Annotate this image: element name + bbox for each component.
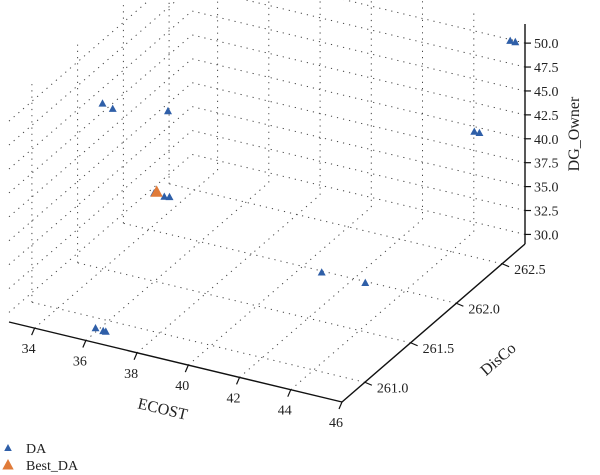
y-tick-mark-2 bbox=[456, 302, 464, 307]
x-tick-label-0: 34 bbox=[22, 342, 36, 357]
y-tick-mark-3 bbox=[501, 263, 510, 268]
point-da-2 bbox=[164, 106, 172, 115]
grid-floor-y-2 bbox=[123, 222, 457, 304]
grid-back-z-3 bbox=[191, 82, 526, 164]
y-tick-label-0: 261.0 bbox=[377, 381, 409, 396]
grid-side-z-0 bbox=[8, 154, 193, 313]
grid-floor-x-2 bbox=[136, 194, 321, 354]
grid-side-z-8 bbox=[8, 0, 151, 122]
point-da-9 bbox=[475, 128, 484, 136]
z-tick-label-6: 45.0 bbox=[534, 85, 559, 100]
z-tick-label-5: 42.5 bbox=[534, 109, 559, 124]
grid-floor-x-1 bbox=[85, 182, 270, 341]
legend-label-da: DA bbox=[26, 442, 47, 457]
y-tick-mark-1 bbox=[410, 342, 418, 347]
x-tick-mark-1 bbox=[82, 340, 87, 348]
grid-back-z-1 bbox=[191, 130, 526, 211]
y-tick-mark-0 bbox=[364, 381, 373, 386]
grid-back-z-4 bbox=[191, 58, 526, 140]
grid-back-z-2 bbox=[191, 106, 526, 188]
point-da-1 bbox=[108, 104, 117, 112]
x-tick-mark-6 bbox=[338, 401, 343, 410]
grid-floor-x-5 bbox=[290, 231, 475, 391]
point-da-12 bbox=[101, 327, 110, 335]
grid-side-z-1 bbox=[8, 130, 193, 289]
legend-marker-best-da bbox=[2, 459, 14, 470]
y-axis-title: DisCo bbox=[478, 340, 520, 380]
z-tick-label-1: 32.5 bbox=[534, 205, 559, 220]
x-tick-label-2: 38 bbox=[124, 367, 138, 382]
x-tick-label-4: 42 bbox=[227, 391, 241, 406]
point-da-7 bbox=[165, 192, 174, 201]
grid-floor-y-0 bbox=[31, 301, 366, 383]
x-tick-mark-4 bbox=[235, 377, 241, 385]
legend-label-best-da: Best_DA bbox=[26, 459, 79, 474]
grid-floor-x-4 bbox=[239, 219, 423, 378]
z-tick-label-0: 30.0 bbox=[534, 228, 559, 243]
y-tick-label-1: 261.5 bbox=[423, 342, 455, 357]
legend-marker-da bbox=[4, 444, 12, 451]
x-tick-mark-5 bbox=[287, 389, 292, 397]
x-axis-line bbox=[8, 321, 343, 403]
grid-back-z-0 bbox=[191, 153, 526, 235]
point-best-da-0 bbox=[150, 185, 163, 197]
grid-back-z-8 bbox=[343, 0, 526, 44]
y-tick-label-2: 262.0 bbox=[468, 302, 500, 317]
y-axis-line bbox=[341, 243, 526, 403]
grid-side-z-2 bbox=[8, 106, 193, 265]
x-tick-mark-3 bbox=[184, 364, 189, 373]
z-axis-title: DG_Owner bbox=[566, 96, 583, 171]
x-tick-label-6: 46 bbox=[329, 416, 343, 431]
x-tick-mark-2 bbox=[133, 352, 138, 361]
point-da-3 bbox=[506, 36, 515, 44]
z-tick-label-2: 35.0 bbox=[534, 181, 559, 196]
grid-floor-x-3 bbox=[187, 206, 372, 366]
x-tick-label-5: 44 bbox=[278, 404, 292, 419]
z-tick-label-3: 37.5 bbox=[534, 157, 559, 172]
grid-back-z-7 bbox=[243, 0, 526, 68]
x-tick-mark-0 bbox=[31, 327, 36, 336]
point-da-13 bbox=[317, 268, 326, 276]
point-da-10 bbox=[91, 324, 100, 332]
x-tick-label-3: 40 bbox=[175, 379, 189, 394]
grid-side-z-6 bbox=[8, 10, 193, 170]
grid-side-z-7 bbox=[8, 0, 178, 146]
point-da-14 bbox=[361, 278, 370, 286]
grid-floor-x-0 bbox=[34, 169, 218, 329]
point-da-8 bbox=[470, 127, 479, 135]
z-tick-label-4: 40.0 bbox=[534, 133, 559, 148]
x-axis-title: ECOST bbox=[136, 395, 189, 423]
z-tick-label-8: 50.0 bbox=[534, 37, 559, 52]
grid-back-z-5 bbox=[191, 34, 526, 116]
x-tick-label-1: 36 bbox=[73, 354, 87, 369]
point-da-4 bbox=[511, 37, 520, 46]
point-da-0 bbox=[98, 99, 107, 107]
z-tick-label-7: 47.5 bbox=[534, 61, 559, 76]
point-da-6 bbox=[160, 192, 169, 200]
grid-back-z-6 bbox=[191, 10, 526, 92]
grid-floor-y-3 bbox=[168, 183, 503, 265]
grid-floor-y-1 bbox=[77, 262, 411, 344]
y-tick-label-3: 262.5 bbox=[514, 263, 546, 278]
